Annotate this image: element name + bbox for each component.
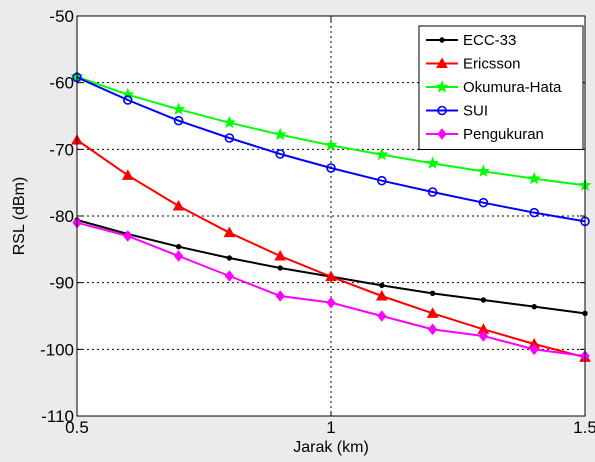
legend: ECC-33 Ericsson Okumura-Hata SUI Pengukuran: [418, 25, 584, 150]
data-point-circle: [529, 207, 540, 218]
legend-item: Okumura-Hata: [426, 79, 562, 96]
series-line: [76, 76, 586, 223]
data-point-dot: [175, 243, 182, 250]
data-point-circle: [173, 115, 184, 126]
data-point-triangle: [172, 199, 185, 211]
data-point-circle: [437, 105, 447, 116]
x-axis-label: Jarak (km): [293, 439, 369, 456]
data-point-star: [476, 164, 490, 177]
data-point-circle: [224, 133, 235, 143]
plot-frame: [76, 15, 586, 417]
legend-label: Okumura-Hata: [463, 79, 562, 96]
data-point-triangle: [325, 270, 337, 282]
series-pengukuran: [72, 216, 590, 362]
data-point-dot: [480, 297, 487, 303]
legend-item: Pengukuran: [426, 126, 544, 143]
data-point-triangle: [274, 249, 287, 261]
data-point-diamond: [427, 323, 438, 336]
data-point-diamond: [478, 330, 489, 342]
legend-label: Pengukuran: [463, 126, 544, 143]
x-tick-label: 1.5: [573, 418, 595, 437]
data-point-star: [273, 127, 287, 141]
legend-item: SUI: [426, 103, 488, 120]
data-point-diamond: [377, 310, 387, 322]
y-tick-label: -50: [49, 7, 74, 26]
data-point-star: [375, 147, 389, 161]
legend-label: Ericsson: [463, 56, 521, 73]
data-point-circle: [275, 149, 286, 159]
data-point-triangle: [223, 226, 236, 238]
legend-item: Ericsson: [426, 56, 521, 73]
data-point-diamond: [224, 270, 235, 282]
legend-label: SUI: [463, 103, 488, 120]
y-tick-label: -100: [40, 340, 74, 359]
data-point-star: [324, 138, 338, 151]
y-tick-label: -110: [41, 407, 74, 426]
data-point-triangle: [121, 169, 134, 180]
legend-item: ECC-33: [426, 32, 516, 49]
x-tick-label: 0.5: [65, 418, 89, 437]
data-point-dot: [531, 303, 537, 310]
y-axis-label: RSL (dBm): [11, 177, 28, 256]
series-group: [70, 69, 592, 362]
data-point-circle: [478, 197, 489, 208]
data-point-circle: [427, 187, 438, 197]
y-tick-label: -60: [49, 74, 74, 93]
data-point-triangle: [426, 307, 439, 318]
data-point-dot: [439, 37, 445, 43]
legend-label: ECC-33: [463, 32, 516, 49]
data-point-dot: [277, 265, 283, 271]
data-point-star: [435, 80, 449, 93]
series-sui: [72, 72, 590, 227]
data-point-dot: [429, 290, 436, 297]
data-point-star: [527, 171, 541, 185]
data-point-triangle: [375, 289, 388, 301]
data-point-circle: [376, 175, 387, 186]
data-point-dot: [226, 255, 233, 261]
data-point-diamond: [326, 296, 336, 309]
y-tick-label: -90: [49, 274, 74, 293]
data-point-diamond: [173, 250, 184, 262]
y-tick-label: -80: [49, 207, 74, 226]
y-tick-label: -70: [49, 140, 74, 159]
data-point-star: [172, 102, 186, 115]
data-point-star: [121, 87, 135, 101]
data-point-star: [222, 115, 236, 129]
data-point-diamond: [123, 230, 133, 242]
data-point-diamond: [529, 343, 539, 356]
x-tick-label: 1: [326, 418, 335, 437]
data-point-circle: [326, 163, 336, 173]
data-point-triangle: [436, 57, 448, 68]
tick-labels: 0.5 1 1.5 -110 -100 -90 -80 -70 -60 -50: [40, 7, 595, 437]
data-point-dot: [379, 282, 385, 289]
data-point-diamond: [275, 290, 285, 302]
data-point-star: [426, 156, 440, 169]
data-point-diamond: [437, 128, 447, 140]
data-point-circle: [123, 95, 133, 105]
